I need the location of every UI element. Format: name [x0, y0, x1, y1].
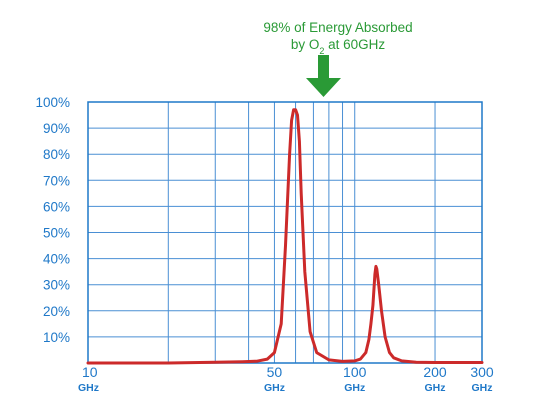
x-tick-unit: GHz	[78, 382, 99, 394]
y-axis-ticks: 100% 90% 80% 70% 60% 50% 40% 30% 20% 10%	[35, 95, 70, 345]
plot-frame	[87, 101, 483, 364]
annotation-arrow-icon	[306, 55, 341, 97]
y-tick-label: 10%	[43, 330, 70, 345]
y-tick-label: 80%	[43, 147, 70, 162]
x-tick-label: 100	[343, 364, 367, 380]
x-tick-unit: GHz	[344, 382, 365, 394]
x-tick-unit: GHz	[425, 382, 446, 394]
series-line	[86, 108, 484, 365]
annotation-line-1: 98% of Energy Absorbed	[263, 20, 412, 35]
y-tick-label: 40%	[43, 252, 70, 267]
y-tick-label: 90%	[43, 121, 70, 136]
annotation-line-2-suffix: at 60GHz	[324, 37, 385, 52]
x-tick-label: 10	[82, 364, 98, 380]
x-tick-label: 200	[423, 364, 447, 380]
y-tick-label: 50%	[43, 226, 70, 241]
annotation-line-2-prefix: by O	[291, 37, 320, 52]
x-tick-unit: GHz	[264, 382, 285, 394]
y-tick-label: 20%	[43, 304, 70, 319]
series-layer	[86, 108, 484, 365]
y-tick-label: 70%	[43, 173, 70, 188]
x-tick-label: 50	[267, 364, 283, 380]
annotation-line-2: by O2 at 60GHz	[291, 37, 386, 56]
y-tick-label: 100%	[35, 95, 70, 110]
y-tick-label: 30%	[43, 278, 70, 293]
x-axis-ticks: 10 GHz 50 GHz 100 GHz 200 GHz 300 GHz	[78, 364, 494, 394]
annotation-line-2-subscript: 2	[319, 46, 324, 56]
x-tick-label: 300	[470, 364, 494, 380]
grid	[87, 101, 483, 364]
x-tick-unit: GHz	[472, 382, 493, 394]
y-tick-label: 60%	[43, 199, 70, 214]
